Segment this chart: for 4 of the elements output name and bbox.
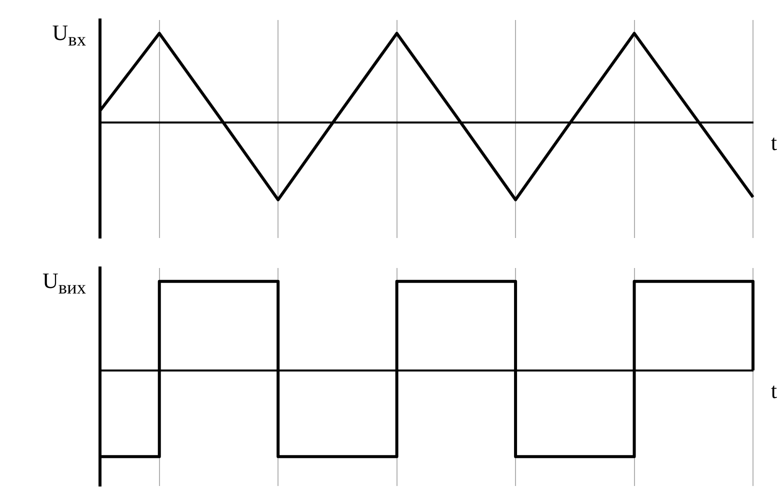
x-axis-title: t — [770, 130, 777, 156]
x-axis-title: t — [770, 378, 777, 404]
y-axis-title: U$_{вих}$ — [42, 268, 86, 298]
y-axis-title: U$_{вх}$ — [52, 20, 86, 50]
